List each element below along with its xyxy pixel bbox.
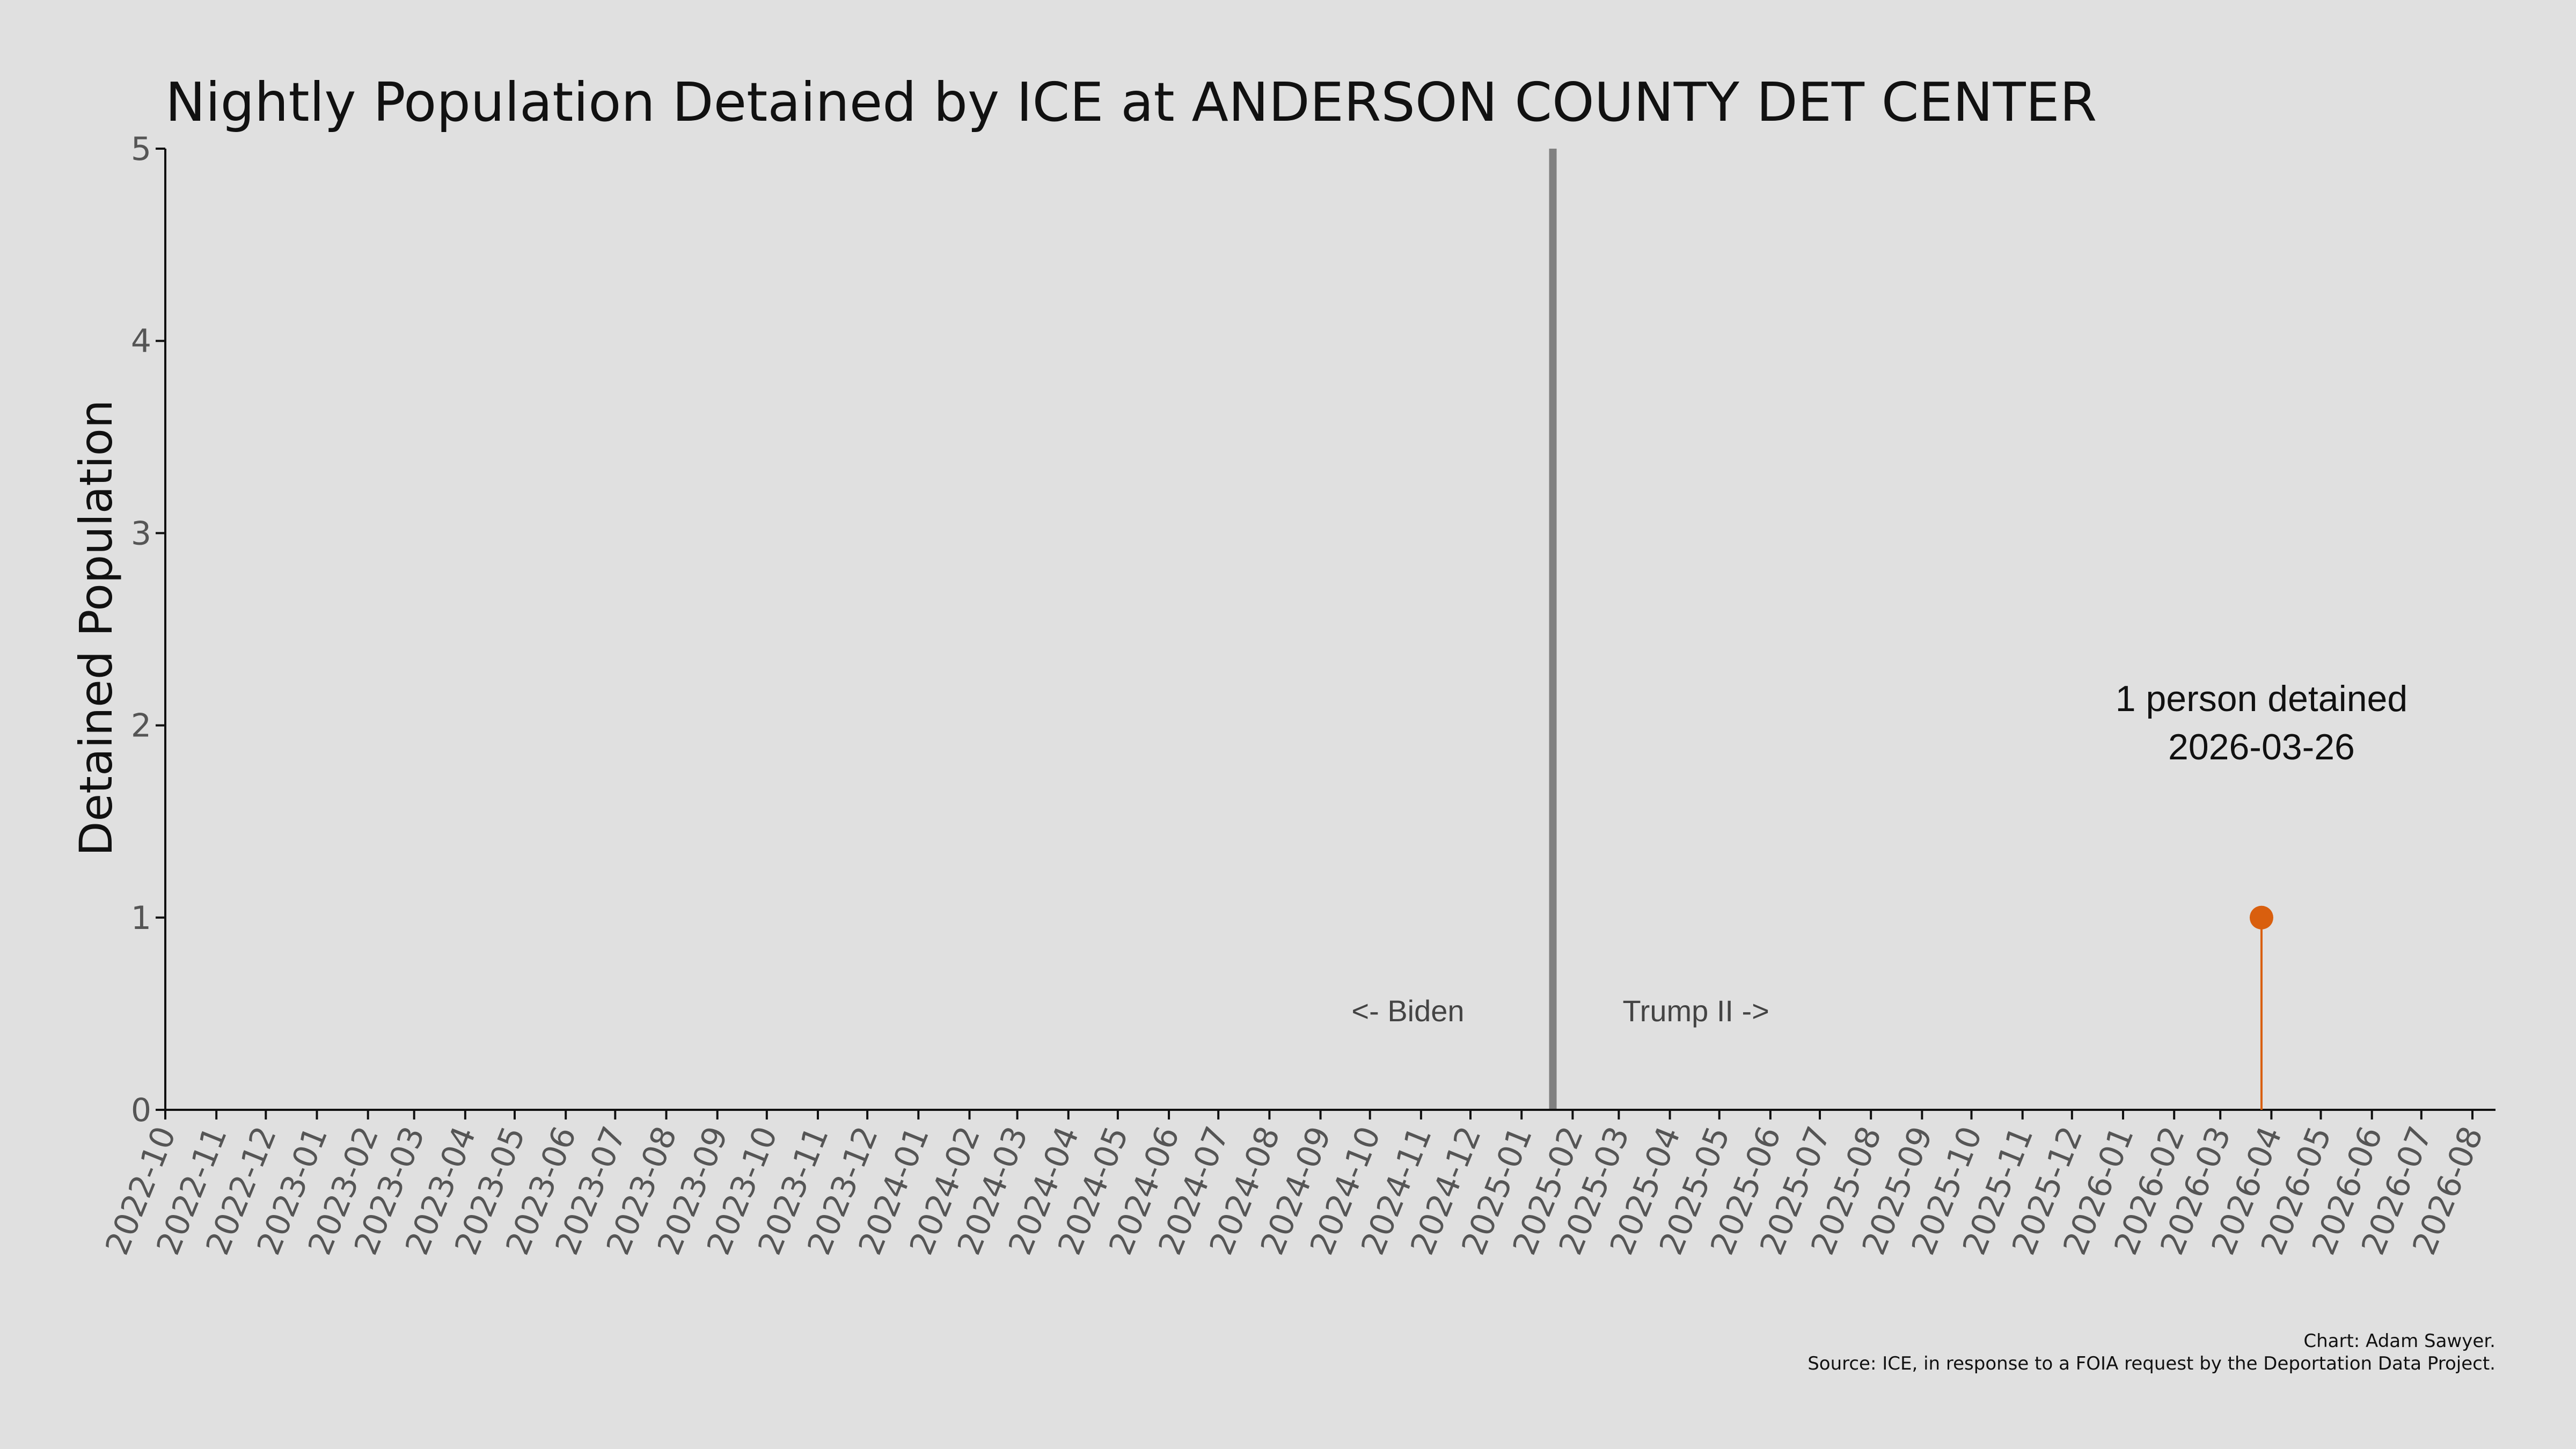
y-tick-label: 5 bbox=[131, 130, 151, 168]
y-axis-label: Detained Population bbox=[70, 400, 122, 856]
chart-credit: Chart: Adam Sawyer. bbox=[2303, 1330, 2496, 1352]
y-tick-label: 0 bbox=[131, 1092, 151, 1129]
annotation-date: 2026-03-26 bbox=[2168, 727, 2355, 767]
y-tick-label: 3 bbox=[131, 515, 151, 552]
era-label-biden: <- Biden bbox=[1351, 994, 1464, 1028]
chart-title: Nightly Population Detained by ICE at AN… bbox=[165, 71, 2097, 134]
y-axis-ticks: 0 1 2 3 4 5 bbox=[131, 130, 165, 1129]
era-label-trump: Trump II -> bbox=[1623, 994, 1769, 1028]
x-axis-ticks: 2022-102022-112022-122023-012023-022023-… bbox=[98, 1110, 2491, 1260]
data-point bbox=[2249, 905, 2273, 930]
data-series bbox=[2249, 905, 2273, 1110]
y-tick-label: 2 bbox=[131, 707, 151, 745]
annotation-count: 1 person detained bbox=[2116, 678, 2407, 719]
chart-source: Source: ICE, in response to a FOIA reque… bbox=[1807, 1353, 2496, 1374]
y-tick-label: 4 bbox=[131, 323, 151, 360]
y-tick-label: 1 bbox=[131, 899, 151, 937]
